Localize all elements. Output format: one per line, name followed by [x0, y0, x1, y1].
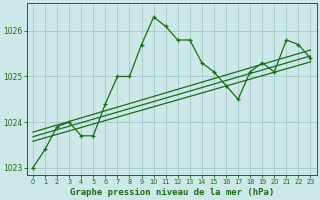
X-axis label: Graphe pression niveau de la mer (hPa): Graphe pression niveau de la mer (hPa) — [69, 188, 274, 197]
